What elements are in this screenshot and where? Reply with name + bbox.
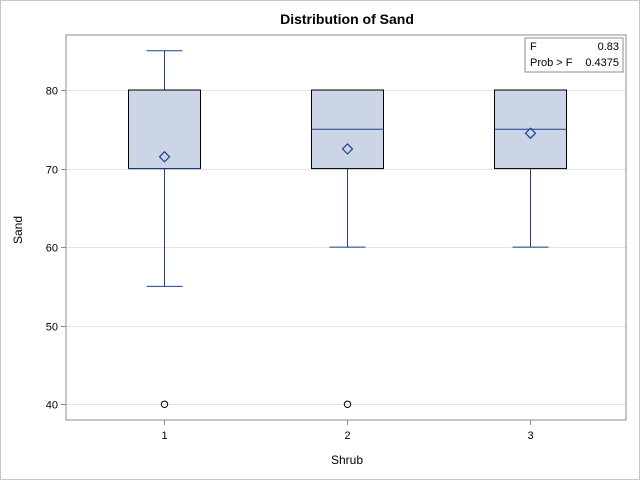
x-tick-label: 2 xyxy=(344,430,350,442)
plot-area xyxy=(65,34,627,421)
y-tick-label: 50 xyxy=(46,322,58,334)
inset-f-value: 0.83 xyxy=(598,41,619,53)
box-group-3 xyxy=(494,89,567,248)
outlier-point xyxy=(343,400,352,408)
box-group-1 xyxy=(128,50,201,408)
y-axis-label: Sand xyxy=(11,216,25,244)
mean-marker xyxy=(158,150,171,163)
box xyxy=(128,89,201,170)
mean-marker xyxy=(524,127,537,140)
box-group-2 xyxy=(311,89,384,408)
x-tick-label: 3 xyxy=(527,430,533,442)
y-tick-label: 60 xyxy=(46,243,58,255)
y-tick-label: 80 xyxy=(46,86,58,98)
x-axis-label: Shrub xyxy=(331,453,363,467)
stats-inset: F 0.83 Prob > F 0.4375 xyxy=(524,37,624,73)
chart-title: Distribution of Sand xyxy=(280,11,414,27)
y-axis: 40 50 60 70 80 xyxy=(46,86,66,412)
stats-inset-box xyxy=(524,37,624,73)
boxes xyxy=(128,50,567,408)
inset-prob-value: 0.4375 xyxy=(585,57,619,69)
mean-marker xyxy=(341,143,354,155)
inset-prob-label: Prob > F xyxy=(530,57,573,69)
inset-f-label: F xyxy=(530,41,537,53)
y-tick-label: 70 xyxy=(46,165,58,177)
y-tick-label: 40 xyxy=(46,400,58,412)
x-tick-label: 1 xyxy=(161,430,167,442)
outlier-point xyxy=(160,400,169,408)
x-axis: 1 2 3 xyxy=(161,420,534,442)
